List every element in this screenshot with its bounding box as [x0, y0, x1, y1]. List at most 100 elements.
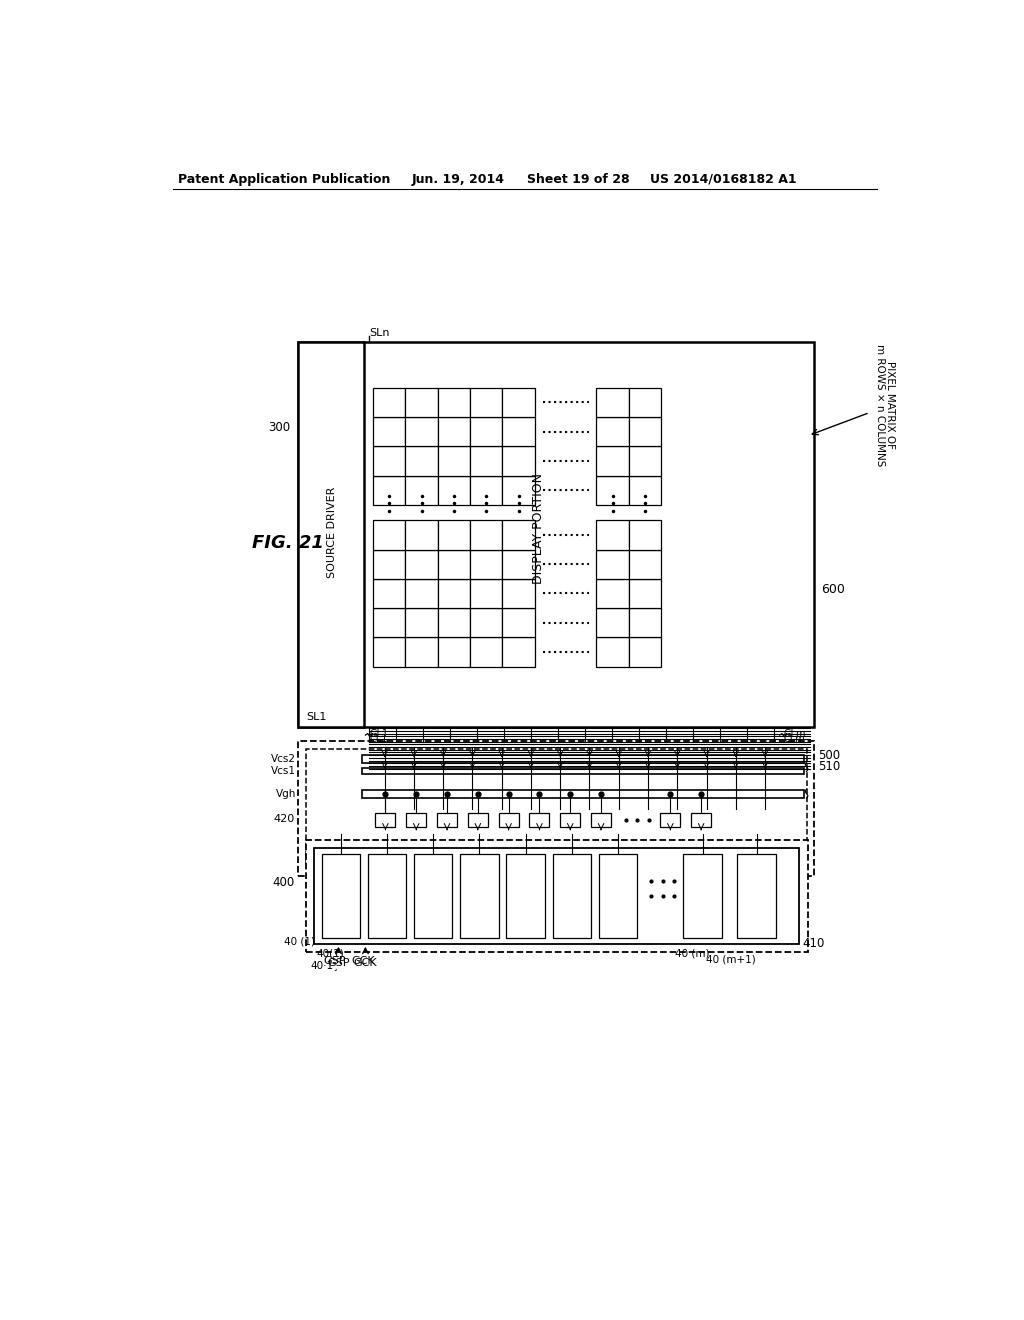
Bar — [599, 854, 637, 937]
Text: Jun. 19, 2014: Jun. 19, 2014 — [412, 173, 505, 186]
Text: CL1: CL1 — [370, 734, 388, 744]
Bar — [406, 475, 438, 506]
Text: 600: 600 — [821, 583, 845, 597]
Bar — [373, 446, 406, 475]
Bar — [629, 609, 662, 638]
Bar — [414, 854, 453, 937]
Bar — [376, 813, 395, 826]
Bar — [470, 417, 503, 446]
Bar — [591, 813, 611, 826]
Bar — [596, 475, 629, 506]
Bar — [406, 549, 438, 579]
Bar — [470, 520, 503, 549]
Bar — [553, 854, 591, 937]
Bar — [596, 549, 629, 579]
Text: GCK: GCK — [353, 958, 377, 968]
Bar — [438, 638, 470, 667]
Text: Patent Application Publication: Patent Application Publication — [178, 173, 391, 186]
Bar — [596, 579, 629, 609]
Text: 500: 500 — [818, 750, 841, 763]
Text: CLm: CLm — [783, 734, 805, 744]
Bar — [298, 342, 364, 726]
Text: m ROWS × n COLUMNS: m ROWS × n COLUMNS — [876, 343, 885, 466]
Bar — [660, 813, 680, 826]
Bar — [438, 520, 470, 549]
Bar — [503, 638, 535, 667]
Text: 410: 410 — [803, 937, 825, 950]
Bar — [373, 609, 406, 638]
Bar — [629, 388, 662, 417]
Bar — [470, 475, 503, 506]
Bar — [737, 854, 776, 937]
Bar — [503, 609, 535, 638]
Bar — [407, 813, 426, 826]
Bar — [596, 417, 629, 446]
Text: GL1: GL1 — [370, 729, 388, 739]
Bar — [373, 520, 406, 549]
Text: GSP: GSP — [324, 956, 346, 966]
Bar — [468, 813, 487, 826]
Bar — [438, 549, 470, 579]
Bar — [470, 579, 503, 609]
Text: Vcs2: Vcs2 — [271, 754, 296, 764]
Text: GLm: GLm — [783, 729, 806, 739]
Bar — [503, 417, 535, 446]
Bar — [373, 579, 406, 609]
Bar — [438, 417, 470, 446]
Bar — [629, 549, 662, 579]
Bar — [470, 609, 503, 638]
Text: 40·1¸: 40·1¸ — [310, 961, 338, 970]
Bar — [438, 475, 470, 506]
Bar — [596, 638, 629, 667]
Bar — [438, 609, 470, 638]
Bar — [373, 549, 406, 579]
Bar — [406, 579, 438, 609]
Text: SOURCE DRIVER: SOURCE DRIVER — [328, 486, 337, 578]
Text: 300: 300 — [268, 421, 291, 434]
Text: GCK: GCK — [351, 956, 375, 966]
Text: Vcs1: Vcs1 — [271, 767, 296, 776]
Text: 40(1): 40(1) — [316, 949, 345, 958]
Bar — [406, 417, 438, 446]
Text: 40 (m+1): 40 (m+1) — [707, 954, 756, 964]
Text: SL1: SL1 — [306, 713, 327, 722]
Bar — [629, 475, 662, 506]
Bar — [596, 520, 629, 549]
Bar — [503, 446, 535, 475]
Bar — [503, 579, 535, 609]
Bar — [361, 789, 804, 797]
Bar — [373, 388, 406, 417]
Bar — [503, 388, 535, 417]
Bar — [560, 813, 581, 826]
Bar — [503, 520, 535, 549]
Bar — [361, 755, 804, 763]
Bar — [406, 638, 438, 667]
Bar — [470, 638, 503, 667]
Bar — [596, 609, 629, 638]
Bar — [629, 417, 662, 446]
Bar — [313, 847, 799, 944]
Bar — [322, 854, 360, 937]
Bar — [298, 742, 814, 876]
Bar — [373, 475, 406, 506]
Text: 40 (1): 40 (1) — [285, 936, 315, 946]
Bar — [306, 840, 808, 952]
Text: Vgh: Vgh — [275, 788, 296, 799]
Bar — [503, 475, 535, 506]
Text: 40 (m): 40 (m) — [676, 949, 710, 958]
Bar — [438, 579, 470, 609]
Text: 510: 510 — [818, 760, 841, 774]
Bar — [361, 768, 804, 775]
Bar — [629, 520, 662, 549]
Bar — [503, 549, 535, 579]
Text: 400: 400 — [272, 875, 295, 888]
Bar — [368, 854, 407, 937]
Bar — [406, 609, 438, 638]
Bar — [406, 520, 438, 549]
Bar — [629, 579, 662, 609]
Bar — [373, 638, 406, 667]
Bar — [470, 446, 503, 475]
Text: DISPLAY PORTION: DISPLAY PORTION — [532, 473, 545, 583]
Text: FIG. 21: FIG. 21 — [252, 535, 324, 552]
Bar — [373, 417, 406, 446]
